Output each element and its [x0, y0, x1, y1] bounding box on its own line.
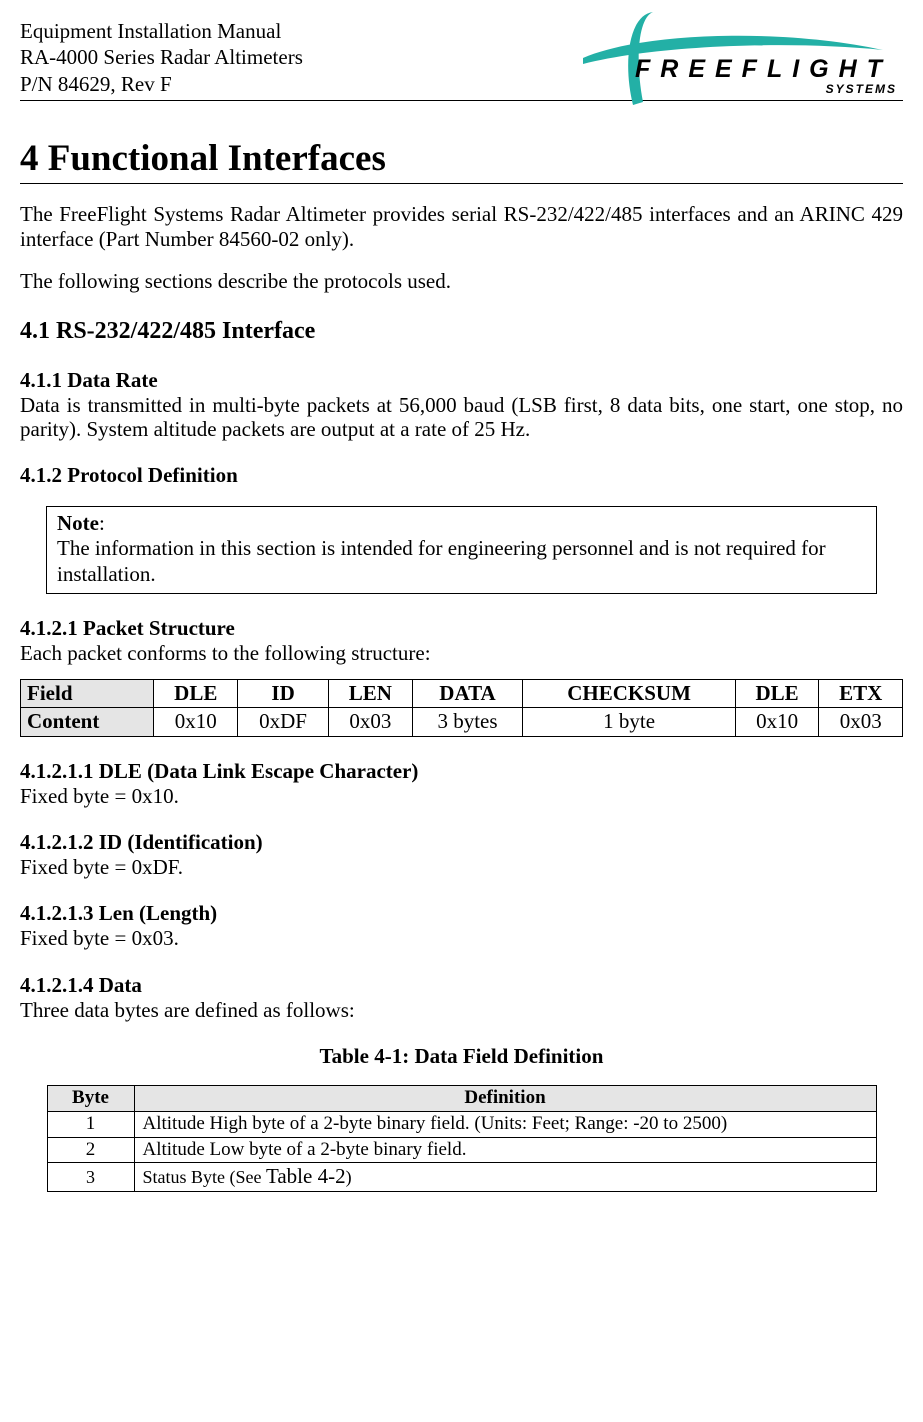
val-dle-2: 0x10 [735, 708, 819, 736]
def-2: Altitude Low byte of a 2-byte binary fie… [134, 1137, 876, 1163]
val-id: 0xDF [238, 708, 329, 736]
freeflight-logo: FREEFLIGHT SYSTEMS [563, 18, 903, 98]
def-3: Status Byte (See Table 4-2) [134, 1163, 876, 1192]
col-definition: Definition [134, 1086, 876, 1112]
col-len: LEN [329, 680, 413, 708]
header-line-1: Equipment Installation Manual [20, 18, 303, 44]
def-3-prefix: Status Byte (See [143, 1167, 267, 1187]
header-text: Equipment Installation Manual RA-4000 Se… [20, 18, 303, 97]
col-etx: ETX [819, 680, 903, 708]
table-4-1-caption: Table 4-1: Data Field Definition [20, 1044, 903, 1069]
intro-para-1: The FreeFlight Systems Radar Altimeter p… [20, 202, 903, 250]
page-header: Equipment Installation Manual RA-4000 Se… [20, 18, 903, 98]
byte-3: 3 [47, 1163, 134, 1192]
table-row: Byte Definition [47, 1086, 876, 1112]
val-dle-1: 0x10 [154, 708, 238, 736]
note-box: Note: The information in this section is… [46, 506, 877, 594]
data-para: Three data bytes are defined as follows: [20, 998, 903, 1022]
def-1: Altitude High byte of a 2-byte binary fi… [134, 1111, 876, 1137]
col-byte: Byte [47, 1086, 134, 1112]
val-checksum: 1 byte [523, 708, 736, 736]
dle-para: Fixed byte = 0x10. [20, 784, 903, 808]
len-para: Fixed byte = 0x03. [20, 926, 903, 950]
def-3-ref: Table 4-2 [266, 1164, 346, 1188]
col-dle-2: DLE [735, 680, 819, 708]
heading-4-1-1: 4.1.1 Data Rate [20, 368, 903, 393]
table-row: 2 Altitude Low byte of a 2-byte binary f… [47, 1137, 876, 1163]
col-checksum: CHECKSUM [523, 680, 736, 708]
section-4-title: 4 Functional Interfaces [20, 137, 903, 184]
header-line-3: P/N 84629, Rev F [20, 71, 303, 97]
logo-subtext: SYSTEMS [826, 82, 897, 96]
table-row: Field DLE ID LEN DATA CHECKSUM DLE ETX [21, 680, 903, 708]
intro-para-2: The following sections describe the prot… [20, 269, 903, 293]
byte-1: 1 [47, 1111, 134, 1137]
logo-wordmark: FREEFLIGHT [635, 54, 892, 84]
packet-structure-table: Field DLE ID LEN DATA CHECKSUM DLE ETX C… [20, 679, 903, 736]
note-label: Note [57, 511, 99, 535]
table-row: Content 0x10 0xDF 0x03 3 bytes 1 byte 0x… [21, 708, 903, 736]
note-body: The information in this section is inten… [57, 536, 826, 585]
header-line-2: RA-4000 Series Radar Altimeters [20, 44, 303, 70]
content-row-header: Content [21, 708, 154, 736]
data-rate-para: Data is transmitted in multi-byte packet… [20, 393, 903, 441]
byte-2: 2 [47, 1137, 134, 1163]
document-page: Equipment Installation Manual RA-4000 Se… [0, 0, 923, 1232]
col-data: DATA [412, 680, 523, 708]
table-row: 3 Status Byte (See Table 4-2) [47, 1163, 876, 1192]
packet-structure-para: Each packet conforms to the following st… [20, 641, 903, 665]
heading-4-1-2-1-1: 4.1.2.1.1 DLE (Data Link Escape Characte… [20, 759, 903, 784]
col-dle-1: DLE [154, 680, 238, 708]
val-etx: 0x03 [819, 708, 903, 736]
val-len: 0x03 [329, 708, 413, 736]
val-data: 3 bytes [412, 708, 523, 736]
field-row-header: Field [21, 680, 154, 708]
data-field-definition-table: Byte Definition 1 Altitude High byte of … [47, 1085, 877, 1192]
heading-4-1-2-1-2: 4.1.2.1.2 ID (Identification) [20, 830, 903, 855]
heading-4-1-2: 4.1.2 Protocol Definition [20, 463, 903, 488]
note-colon: : [99, 511, 105, 535]
id-para: Fixed byte = 0xDF. [20, 855, 903, 879]
def-3-suffix: ) [346, 1167, 352, 1187]
heading-4-1: 4.1 RS-232/422/485 Interface [20, 317, 903, 346]
col-id: ID [238, 680, 329, 708]
heading-4-1-2-1: 4.1.2.1 Packet Structure [20, 616, 903, 641]
heading-4-1-2-1-4: 4.1.2.1.4 Data [20, 973, 903, 998]
table-row: 1 Altitude High byte of a 2-byte binary … [47, 1111, 876, 1137]
heading-4-1-2-1-3: 4.1.2.1.3 Len (Length) [20, 901, 903, 926]
